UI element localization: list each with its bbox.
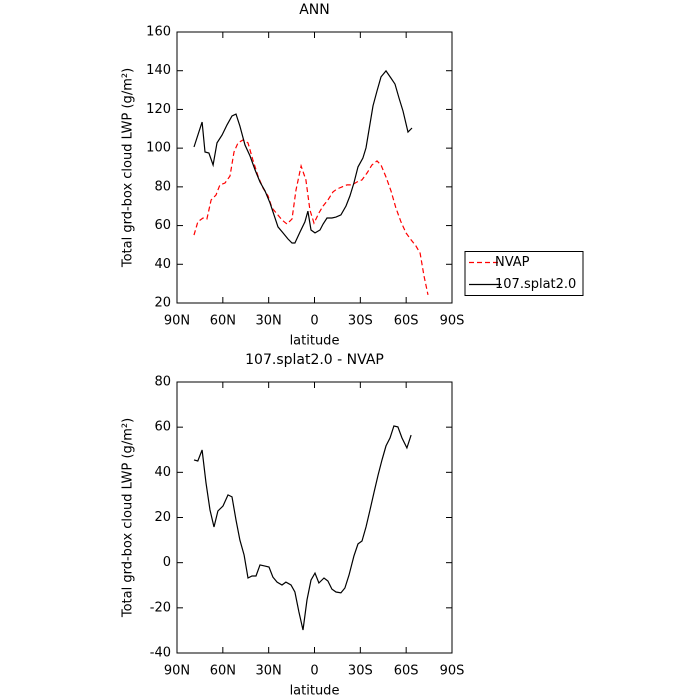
x-axis-label: latitude	[290, 684, 340, 699]
y-axis-label: Total grd-box cloud LWP (g/m²)	[121, 418, 136, 618]
x-tick-label: 60N	[210, 664, 236, 679]
y-tick-label: 20	[154, 510, 171, 525]
x-tick-label: 60N	[210, 314, 236, 329]
x-tick-label: 90N	[164, 314, 190, 329]
y-tick-label: -40	[150, 646, 171, 661]
x-tick-label: 60S	[394, 314, 419, 329]
legend-label: NVAP	[495, 255, 530, 270]
x-axis-label: latitude	[290, 334, 340, 349]
data-line	[193, 69, 413, 244]
y-tick-label: 80	[154, 375, 171, 390]
y-tick-label: 120	[146, 102, 171, 117]
data-line	[193, 139, 429, 296]
y-tick-label: -20	[150, 600, 171, 615]
x-tick-label: 90S	[440, 664, 465, 679]
x-tick-label: 30S	[348, 314, 373, 329]
x-tick-label: 90S	[440, 314, 465, 329]
chart-title: 107.splat2.0 - NVAP	[245, 352, 384, 368]
y-tick-label: 140	[146, 63, 171, 78]
y-tick-label: 160	[146, 25, 171, 40]
y-tick-label: 40	[154, 257, 171, 272]
plot-frame	[176, 381, 453, 654]
x-tick-label: 60S	[394, 664, 419, 679]
data-line	[193, 425, 412, 631]
y-tick-label: 40	[154, 465, 171, 480]
legend-box	[464, 251, 584, 296]
x-tick-label: 30N	[256, 664, 282, 679]
x-tick-label: 30N	[256, 314, 282, 329]
y-tick-label: 0	[163, 555, 171, 570]
x-tick-label: 0	[310, 664, 318, 679]
y-tick-label: 80	[154, 179, 171, 194]
y-tick-label: 100	[146, 141, 171, 156]
y-axis-label: Total grd-box cloud LWP (g/m²)	[121, 68, 136, 268]
x-tick-label: 0	[310, 314, 318, 329]
y-tick-label: 20	[154, 296, 171, 311]
y-tick-label: 60	[154, 420, 171, 435]
plot-frame	[176, 31, 453, 304]
x-tick-label: 90N	[164, 664, 190, 679]
legend-label: 107.splat2.0	[495, 277, 576, 292]
x-tick-label: 30S	[348, 664, 373, 679]
y-tick-label: 60	[154, 218, 171, 233]
chart-title: ANN	[299, 2, 330, 18]
